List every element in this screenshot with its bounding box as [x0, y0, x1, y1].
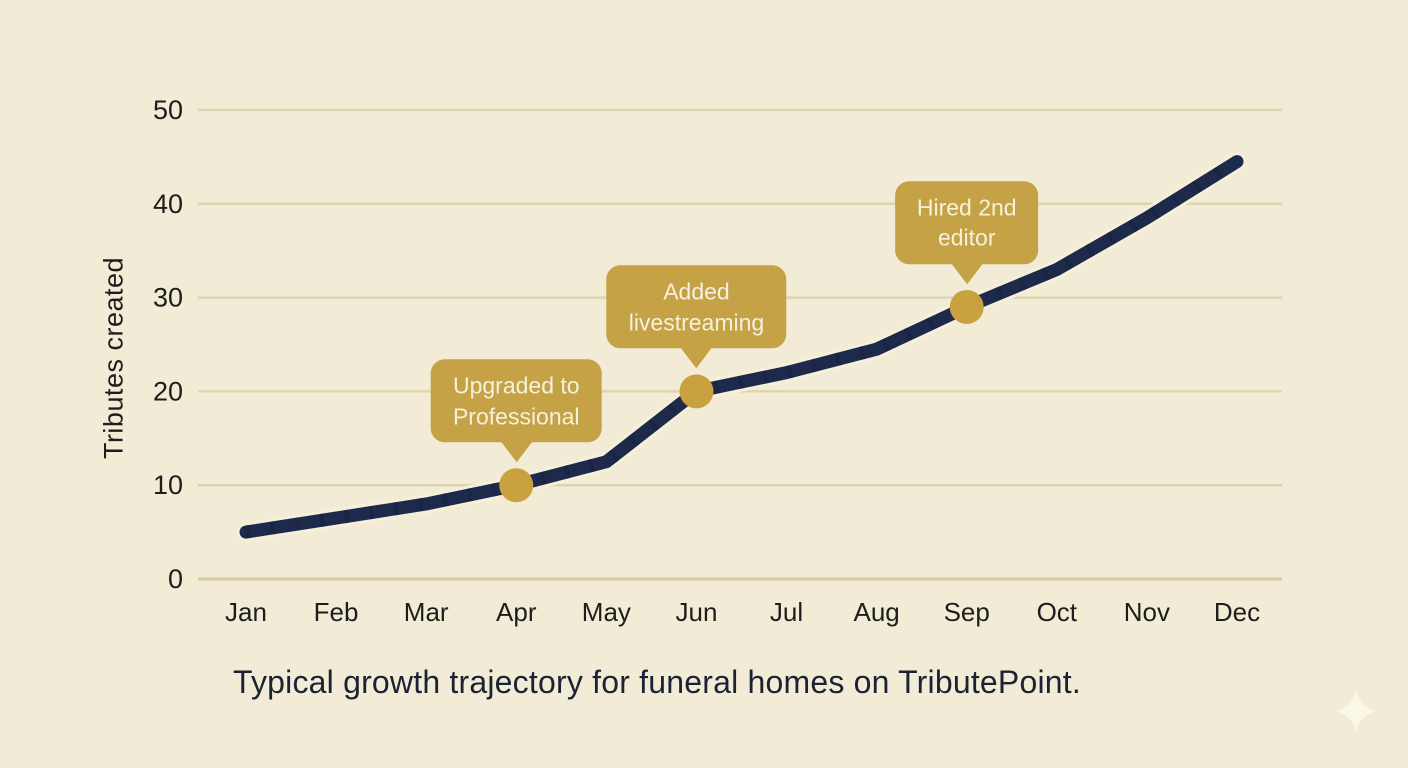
y-tick-label-10: 10 — [153, 470, 183, 500]
x-tick-label-mar: Mar — [404, 597, 449, 627]
x-tick-label-jun: Jun — [675, 597, 717, 627]
x-tick-label-jan: Jan — [225, 597, 267, 627]
x-tick-label-feb: Feb — [314, 597, 359, 627]
y-axis-title: Tributes created — [98, 256, 129, 460]
x-tick-label-dec: Dec — [1214, 597, 1260, 627]
y-tick-label-20: 20 — [153, 376, 183, 406]
chart-caption: Typical growth trajectory for funeral ho… — [233, 664, 1081, 700]
data-line — [239, 155, 1244, 539]
event-marker-sep — [949, 289, 984, 324]
y-tick-label-50: 50 — [153, 95, 183, 125]
x-tick-label-nov: Nov — [1124, 597, 1170, 627]
event-marker-apr — [499, 468, 534, 503]
data-line-halo — [236, 152, 1247, 542]
y-tick-label-40: 40 — [153, 189, 183, 219]
x-tick-label-may: May — [582, 597, 631, 627]
x-tick-label-apr: Apr — [496, 597, 537, 627]
sparkle-icon — [1333, 688, 1379, 734]
x-tick-label-aug: Aug — [854, 597, 900, 627]
x-tick-label-oct: Oct — [1037, 597, 1078, 627]
x-tick-label-sep: Sep — [944, 597, 990, 627]
event-marker-jun — [679, 374, 714, 409]
y-tick-label-0: 0 — [168, 564, 183, 594]
y-tick-label-30: 30 — [153, 283, 183, 313]
data-line-texture — [244, 156, 1241, 539]
x-tick-label-jul: Jul — [770, 597, 803, 627]
